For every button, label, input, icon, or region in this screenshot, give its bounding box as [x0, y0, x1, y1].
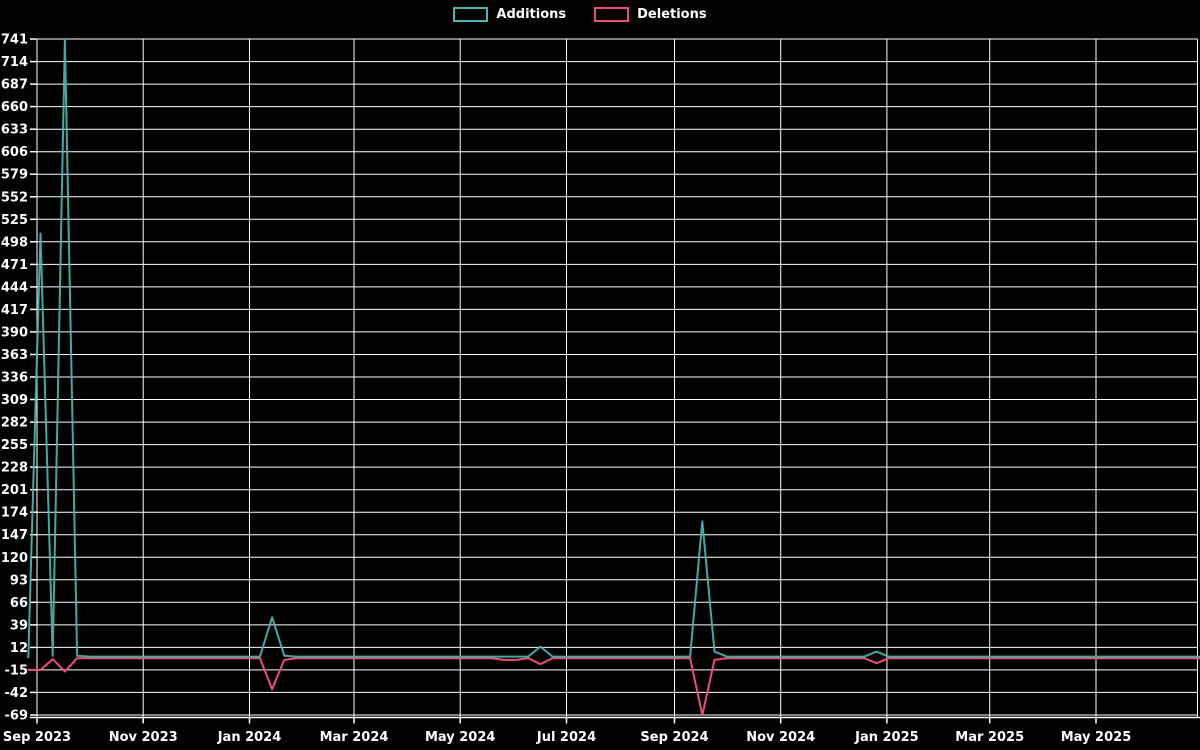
y-tick-label: 417: [1, 303, 28, 318]
y-tick-label: 147: [1, 528, 28, 543]
additions-legend-label: Additions: [496, 7, 567, 22]
y-tick-label: 687: [1, 78, 28, 93]
y-tick-label: 201: [1, 483, 28, 498]
x-tick-label: Jan 2024: [217, 730, 282, 745]
chart-legend: Additions Deletions: [0, 7, 1160, 22]
y-tick-label: 12: [10, 641, 28, 656]
y-tick-label: 255: [1, 438, 28, 453]
legend-item-deletions[interactable]: Deletions: [594, 7, 707, 22]
y-tick-label: 309: [1, 393, 28, 408]
x-tick-label: Sep 2023: [3, 730, 71, 745]
x-tick-label: May 2024: [425, 730, 496, 745]
y-tick-label: 174: [1, 506, 28, 521]
y-tick-label: 552: [1, 190, 28, 205]
y-tick-label: 66: [10, 596, 28, 611]
deletions-swatch-icon: [594, 7, 630, 22]
x-tick-label: Sep 2024: [640, 730, 708, 745]
x-tick-label: Jan 2025: [854, 730, 919, 745]
y-tick-label: 120: [1, 551, 28, 566]
x-tick-label: Nov 2024: [746, 730, 815, 745]
y-tick-label: 606: [1, 145, 28, 160]
y-tick-label: 390: [1, 325, 28, 340]
x-tick-label: Mar 2024: [320, 730, 389, 745]
deletions-legend-label: Deletions: [637, 7, 707, 22]
y-tick-label: 39: [10, 618, 28, 633]
y-tick-label: 363: [1, 348, 28, 363]
x-tick-label: Nov 2023: [109, 730, 178, 745]
additions-swatch-icon: [453, 7, 489, 22]
y-tick-label: 525: [1, 213, 28, 228]
y-tick-label: 471: [1, 258, 28, 273]
deletions-line: [27, 657, 1200, 716]
x-tick-label: Mar 2025: [955, 730, 1024, 745]
x-tick-label: May 2025: [1061, 730, 1132, 745]
y-tick-label: 336: [1, 371, 28, 386]
y-tick-label: 741: [1, 33, 28, 48]
y-tick-label: 444: [1, 280, 28, 295]
y-tick-label: -15: [5, 663, 29, 678]
y-tick-label: 228: [1, 461, 28, 476]
x-tick-label: Jul 2024: [536, 730, 596, 745]
y-tick-label: 579: [1, 168, 28, 183]
y-tick-label: -42: [5, 686, 29, 701]
y-tick-label: 93: [10, 573, 28, 588]
additions-line: [27, 38, 1200, 659]
y-tick-label: 633: [1, 123, 28, 138]
y-tick-label: 714: [1, 55, 28, 70]
y-tick-label: 282: [1, 416, 28, 431]
legend-item-additions[interactable]: Additions: [453, 7, 566, 22]
y-tick-label: -69: [5, 708, 29, 723]
y-tick-label: 498: [1, 235, 28, 250]
y-tick-label: 660: [1, 100, 28, 115]
